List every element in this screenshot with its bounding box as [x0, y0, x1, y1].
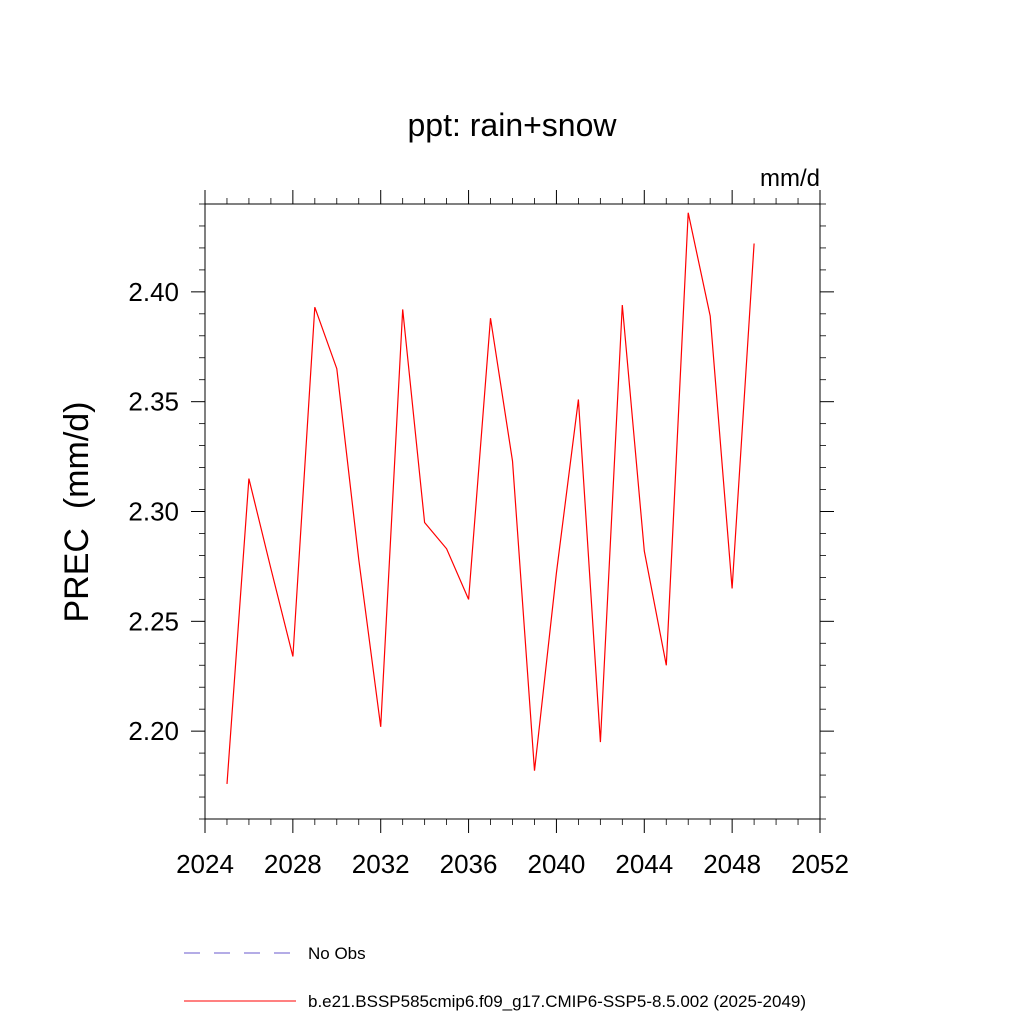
y-tick-label: 2.30 — [128, 497, 179, 527]
x-tick-label: 2028 — [264, 849, 322, 879]
series-layer — [227, 213, 754, 784]
y-tick-label: 2.35 — [128, 387, 179, 417]
x-tick-label: 2036 — [440, 849, 498, 879]
chart-title: ppt: rain+snow — [407, 107, 617, 143]
axes: 2024 2028 2032 2036 2040 2044 2048 2052 2.20 2.25… — [128, 190, 849, 879]
x-tick-label: 2040 — [528, 849, 586, 879]
series-line — [227, 213, 754, 784]
y-tick-label: 2.20 — [128, 716, 179, 746]
x-tick-label: 2052 — [791, 849, 849, 879]
y-axis-label: PREC (mm/d) — [58, 402, 96, 623]
x-tick-label: 2048 — [703, 849, 761, 879]
legend-label: No Obs — [308, 944, 366, 963]
x-tick-label: 2044 — [615, 849, 673, 879]
y-tick-label: 2.25 — [128, 606, 179, 636]
x-tick-label: 2032 — [352, 849, 410, 879]
legend-label: b.e21.BSSP585cmip6.f09_g17.CMIP6-SSP5-8.… — [308, 992, 806, 1011]
plot-frame — [205, 204, 820, 819]
units-label: mm/d — [760, 165, 820, 192]
x-tick-label: 2024 — [176, 849, 234, 879]
legend: No Obs b.e21.BSSP585cmip6.f09_g17.CMIP6-S… — [184, 944, 806, 1011]
y-tick-label: 2.40 — [128, 277, 179, 307]
